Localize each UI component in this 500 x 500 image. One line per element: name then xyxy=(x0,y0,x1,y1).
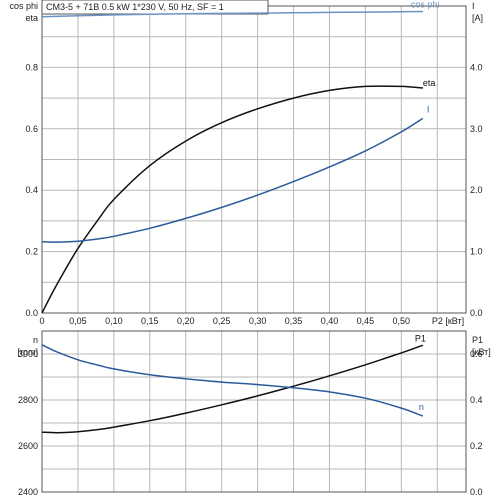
top-left-axis-title: eta xyxy=(25,13,38,23)
eta-curve xyxy=(41,85,423,314)
p1-tick-label: 0.4 xyxy=(470,395,483,405)
current-curve xyxy=(41,117,424,243)
top-right-axis-title: I xyxy=(472,1,475,11)
n-tick-label: 3000 xyxy=(18,349,38,359)
x-tick-label: 0,30 xyxy=(249,316,267,326)
top-right-axis-title: [A] xyxy=(472,13,483,23)
current-label: I xyxy=(427,104,430,114)
x-tick-label: 0,15 xyxy=(141,316,159,326)
y-right-tick-label: 2.0 xyxy=(470,185,483,195)
y-left-tick-label: 0.8 xyxy=(25,62,38,72)
speed-curve xyxy=(41,344,424,417)
bottom-left-axis-title: n xyxy=(33,335,38,345)
x-tick-label: 0,45 xyxy=(357,316,375,326)
grid-lines xyxy=(41,6,466,493)
n-tick-label: 2800 xyxy=(18,395,38,405)
top-left-axis-title: cos phi xyxy=(9,1,38,11)
x-tick-label: 0 xyxy=(39,316,44,326)
cos-phi-label: cos phi xyxy=(411,0,440,10)
y-left-tick-label: 0.6 xyxy=(25,124,38,134)
x-tick-label: 0,50 xyxy=(393,316,411,326)
bottom-left-axis-title: [rpm] xyxy=(17,347,38,357)
n-tick-label: 2600 xyxy=(18,441,38,451)
speed-label: n xyxy=(419,402,424,412)
x-tick-label: 0,35 xyxy=(285,316,303,326)
p1-tick-label: 0.2 xyxy=(470,441,483,451)
y-left-tick-label: 0.0 xyxy=(25,308,38,318)
x-tick-label: 0,40 xyxy=(321,316,339,326)
y-right-tick-label: 4.0 xyxy=(470,62,483,72)
bottom-plot-frame xyxy=(41,330,467,493)
p1-tick-label: 0.6 xyxy=(470,349,483,359)
n-tick-label: 2400 xyxy=(18,487,38,497)
bottom-right-axis-title: [кВт] xyxy=(472,347,491,357)
p1-label: P1 xyxy=(415,333,426,343)
y-right-tick-label: 3.0 xyxy=(470,124,483,134)
x-tick-label: 0,05 xyxy=(69,316,87,326)
x-tick-label: 0,10 xyxy=(105,316,123,326)
y-left-tick-label: 0.4 xyxy=(25,185,38,195)
y-right-tick-label: 0.0 xyxy=(470,308,483,318)
cos-phi-curve xyxy=(41,10,423,18)
p1-tick-label: 0.0 xyxy=(470,487,483,497)
chart-title: CM3-5 + 71B 0.5 kW 1*230 V, 50 Hz, SF = … xyxy=(46,2,224,12)
p1-curve xyxy=(41,344,424,434)
y-right-tick-label: 1.0 xyxy=(470,247,483,257)
x-axis-label: P2 [кВт] xyxy=(432,316,464,326)
y-left-tick-label: 0.2 xyxy=(25,247,38,257)
x-tick-label: 0,25 xyxy=(213,316,231,326)
x-tick-label: 0,20 xyxy=(177,316,195,326)
bottom-right-axis-title: P1 xyxy=(472,335,483,345)
eta-label: eta xyxy=(423,78,436,88)
